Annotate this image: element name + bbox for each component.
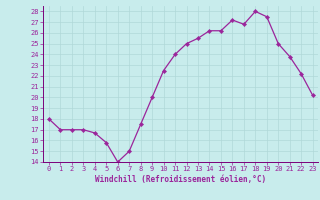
X-axis label: Windchill (Refroidissement éolien,°C): Windchill (Refroidissement éolien,°C): [95, 175, 266, 184]
